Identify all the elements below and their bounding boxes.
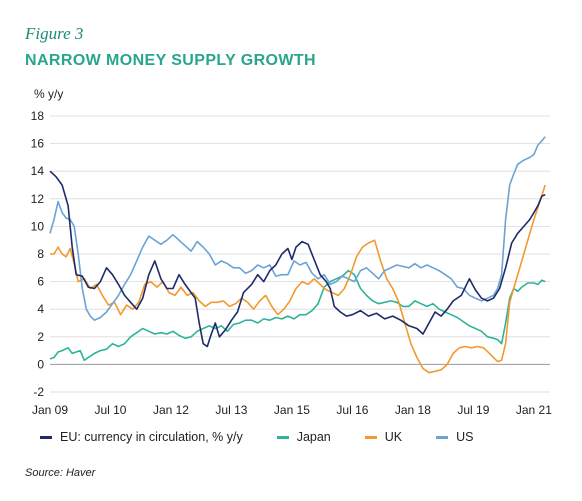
y-tick-label: 6 (37, 275, 44, 289)
y-tick-label: -2 (33, 385, 44, 399)
y-tick-label: 2 (37, 330, 44, 344)
x-tick-label: Jan 09 (32, 403, 68, 417)
legend-swatch-eu (40, 435, 52, 439)
y-tick-label: 18 (31, 109, 45, 123)
y-tick-label: 8 (37, 247, 44, 261)
x-tick-labels: Jan 09 Jul 10 Jan 12 Jul 13 Jan 15 Jul 16 Jan … (32, 403, 552, 417)
y-axis-label: % y/y (34, 87, 63, 101)
series-line-uk (50, 184, 546, 374)
legend-label-japan: Japan (296, 430, 331, 444)
legend-swatch-uk (364, 435, 377, 439)
chart-title: NARROW MONEY SUPPLY GROWTH (25, 52, 317, 69)
x-tick-label: Jul 10 (94, 403, 126, 417)
x-tick-label: Jan 18 (395, 403, 431, 417)
y-tick-label: 12 (31, 192, 45, 206)
y-tick-label: 14 (31, 164, 45, 178)
series-line-japan (49, 269, 546, 362)
y-gridlines (50, 115, 550, 393)
legend-label-us: US (456, 430, 474, 444)
figure-label: Figure 3 (25, 24, 84, 43)
legend-item-japan: Japan (276, 430, 331, 444)
series-lines (49, 136, 546, 374)
legend-swatch-us (436, 435, 449, 439)
x-tick-label: Jan 21 (516, 403, 552, 417)
x-tick-label: Jul 13 (215, 403, 247, 417)
legend-label-eu: EU: currency in circulation, % y/y (60, 430, 243, 444)
y-tick-labels: -2 0 2 4 6 8 10 12 14 16 18 (31, 109, 45, 399)
y-tick-label: 16 (31, 137, 45, 151)
x-tick-label: Jan 15 (274, 403, 310, 417)
x-tick-label: Jan 12 (153, 403, 189, 417)
y-tick-label: 10 (31, 219, 45, 233)
x-tick-label: Jul 19 (457, 403, 489, 417)
legend-swatch-japan (276, 435, 289, 439)
series-line-eu (49, 170, 546, 348)
legend-item-uk: UK (364, 430, 403, 444)
legend-label-uk: UK (384, 430, 403, 444)
source-note: Source: Haver (25, 467, 96, 479)
legend: EU: currency in circulation, % y/y Japan… (40, 430, 508, 444)
series-line-us (49, 136, 546, 321)
legend-item-eu: EU: currency in circulation, % y/y (40, 430, 243, 444)
y-tick-label: 4 (37, 302, 44, 316)
x-tick-label: Jul 16 (336, 403, 368, 417)
legend-item-us: US (436, 430, 474, 444)
y-tick-label: 0 (37, 357, 44, 371)
